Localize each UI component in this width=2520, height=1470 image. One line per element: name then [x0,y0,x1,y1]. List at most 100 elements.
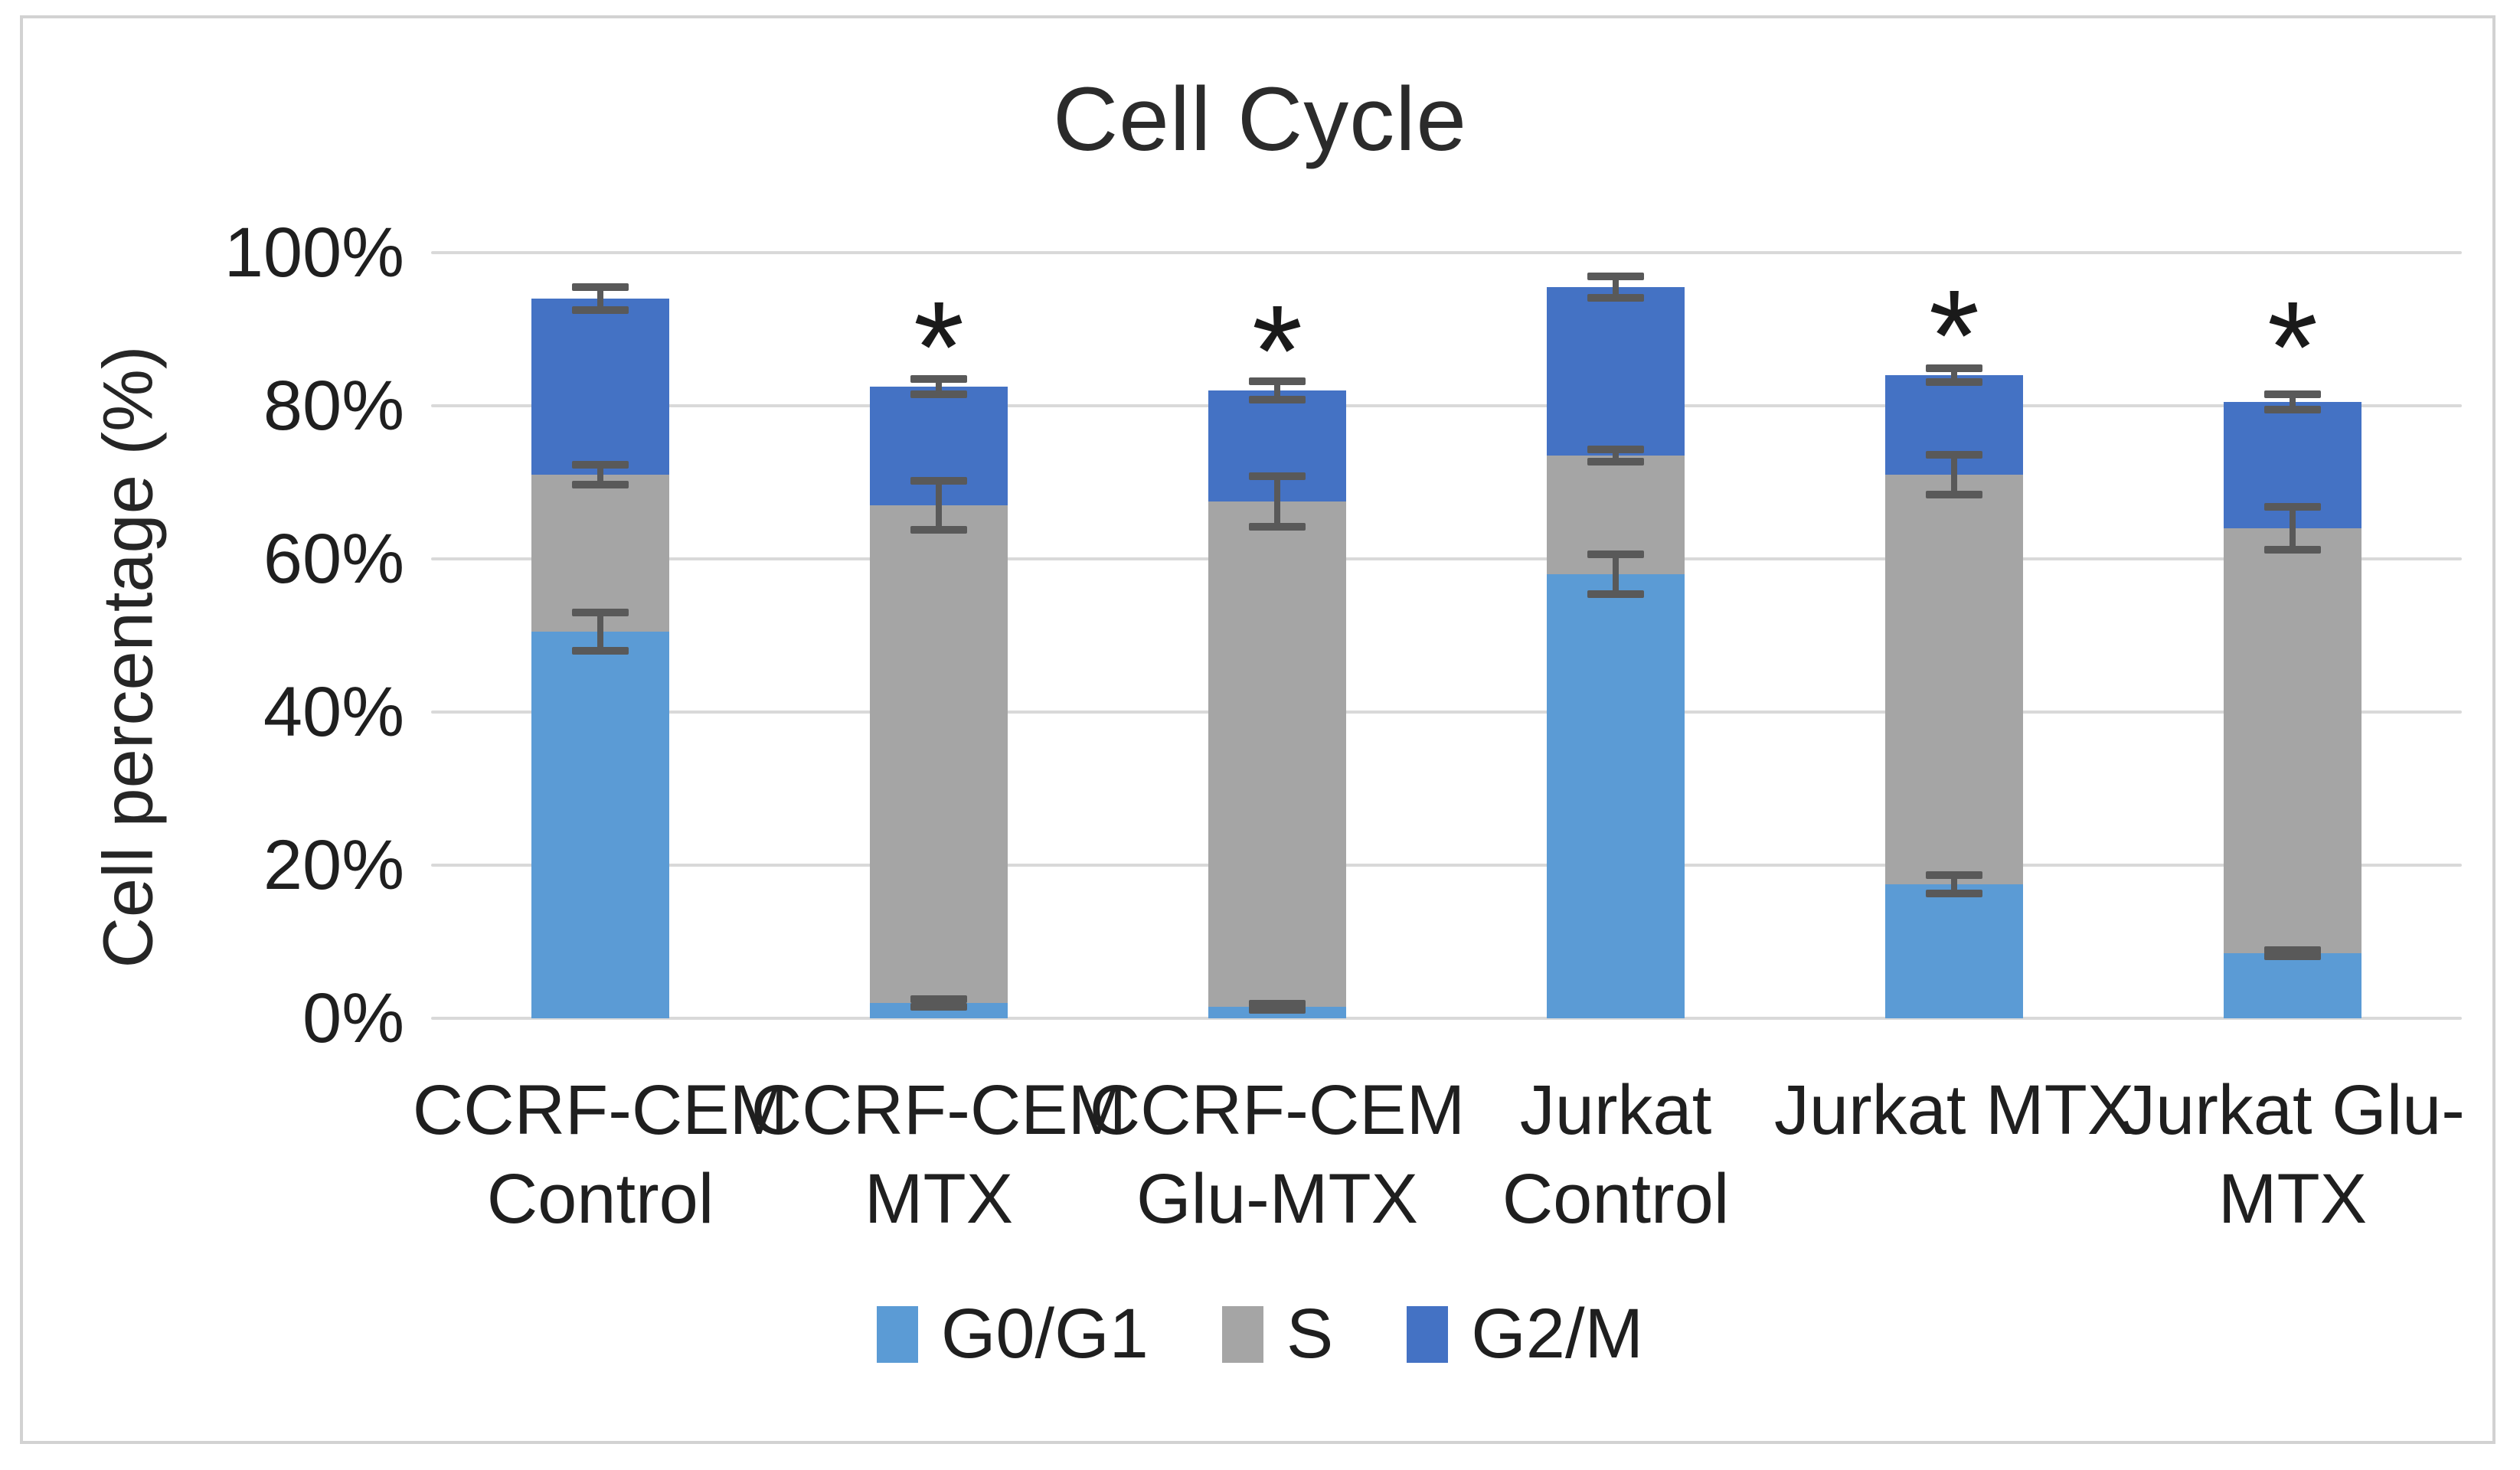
error-bar-cap-6-S-low [2264,546,2321,554]
legend: G0/G1 S G2/M [0,1294,2520,1374]
x-label-ccrf-cem-control: CCRF-CEM Control [413,1066,789,1243]
gridline-60pct [431,557,2462,560]
chart-title: Cell Cycle [1052,69,1468,170]
error-bar-1-G0G1 [597,612,603,651]
gridline-0pct [431,1017,2462,1020]
error-bar-cap-6-S-high [2264,503,2321,511]
error-bar-cap-5-G2M-low [1926,378,1982,386]
error-bar-cap-2-S-high [910,477,967,485]
x-label-ccrf-cem-glu-mtx: CCRF-CEM Glu-MTX [1090,1066,1466,1243]
bar-5-segment-S [1885,475,2023,884]
error-bar-2-S [936,481,942,530]
error-bar-5-G2M [1951,368,1957,382]
legend-label-G2M: G2/M [1471,1295,1644,1373]
y-tick-label-60pct: 60% [263,520,404,598]
bar-4-segment-G0G1 [1547,574,1685,1018]
x-label-jurkat-glu-mtx: Jurkat Glu- MTX [2120,1066,2465,1243]
x-label-line: MTX [2218,1160,2368,1238]
error-bar-cap-2-G2M-high [910,375,967,383]
bar-3-segment-S [1208,501,1346,1007]
error-bar-cap-4-G2M-low [1587,294,1644,302]
error-bar-cap-5-G0G1-low [1926,890,1982,897]
error-bar-cap-6-G2M-high [2264,390,2321,398]
error-bar-cap-2-G2M-low [910,390,967,398]
significance-asterisk-5: * [1928,263,1980,409]
error-bar-cap-2-G0G1-low [910,1003,967,1011]
error-bar-cap-3-S-low [1249,523,1306,531]
y-tick-label-20pct: 20% [263,826,404,904]
error-bar-4-S [1613,449,1619,462]
x-label-line: Jurkat [1519,1071,1712,1149]
error-bar-cap-1-G0G1-high [572,609,629,616]
bar-4-segment-G2M [1547,287,1685,456]
figure-border-frame [20,15,2495,1444]
x-label-line: MTX [864,1160,1014,1238]
error-bar-cap-4-S-low [1587,458,1644,466]
bar-5-segment-G0G1 [1885,884,2023,1018]
x-label-line: CCRF-CEM [1089,1071,1466,1149]
x-label-jurkat-control: Jurkat Control [1502,1066,1730,1243]
bar-1-segment-G0G1 [531,632,669,1018]
error-bar-cap-2-G0G1-high [910,995,967,1003]
error-bar-cap-3-G0G1-low [1249,1006,1306,1014]
error-bar-6-G2M [2290,394,2296,410]
bar-2-segment-S [870,505,1008,1003]
y-tick-label-40pct: 40% [263,673,404,751]
error-bar-5-G0G1 [1951,875,1957,893]
x-label-line: Control [1502,1160,1730,1238]
gridline-100pct [431,251,2462,254]
error-bar-cap-3-G0G1-high [1249,1000,1306,1008]
significance-asterisk-2: * [913,275,965,420]
error-bar-cap-1-S-low [572,481,629,488]
x-label-line: Glu-MTX [1136,1160,1418,1238]
bar-6-segment-G0G1 [2224,953,2361,1018]
bar-1-segment-S [531,475,669,632]
y-tick-label-80pct: 80% [263,367,404,445]
x-label-line: Jurkat Glu- [2120,1071,2465,1149]
legend-swatch-S [1221,1305,1263,1363]
legend-label-S: S [1286,1295,1334,1373]
error-bar-cap-1-G2M-high [572,283,629,291]
gridline-80pct [431,404,2462,407]
error-bar-6-S [2290,507,2296,550]
error-bar-cap-6-G0G1-high [2264,946,2321,954]
error-bar-2-G2M [936,379,942,394]
error-bar-cap-5-S-low [1926,491,1982,498]
error-bar-cap-6-G2M-low [2264,406,2321,413]
bar-6-segment-S [2224,528,2361,953]
error-bar-3-S [1274,476,1280,527]
error-bar-cap-5-G2M-high [1926,364,1982,372]
legend-item-G2M: G2/M [1407,1294,1643,1374]
error-bar-5-S [1951,455,1957,495]
gridline-20pct [431,864,2462,867]
plot-area: * * * * [431,251,2462,1020]
x-label-line: Control [486,1160,714,1238]
legend-swatch-G0G1 [876,1305,918,1363]
error-bar-cap-3-G2M-high [1249,377,1306,385]
gridline-40pct [431,710,2462,714]
error-bar-cap-3-S-high [1249,472,1306,480]
bar-1-segment-G2M [531,299,669,475]
error-bar-cap-3-G2M-low [1249,396,1306,403]
error-bar-cap-4-S-high [1587,446,1644,453]
x-label-line: Jurkat MTX [1773,1071,2135,1149]
x-label-ccrf-cem-mtx: CCRF-CEM MTX [751,1066,1127,1243]
error-bar-cap-4-G0G1-high [1587,550,1644,558]
significance-asterisk-6: * [2267,275,2319,420]
error-bar-4-G0G1 [1613,554,1619,594]
legend-label-G0G1: G0/G1 [940,1295,1149,1373]
error-bar-cap-6-G0G1-low [2264,952,2321,960]
x-label-jurkat-mtx: Jurkat MTX [1774,1066,2134,1155]
error-bar-cap-1-S-high [572,461,629,469]
error-bar-cap-5-S-high [1926,451,1982,459]
error-bar-cap-1-G2M-low [572,306,629,314]
bar-2-segment-G0G1 [870,1003,1008,1018]
error-bar-1-G2M [597,287,603,310]
x-label-line: CCRF-CEM [412,1071,789,1149]
significance-asterisk-3: * [1251,279,1303,424]
error-bar-cap-1-G0G1-low [572,647,629,655]
error-bar-3-G2M [1274,381,1280,400]
legend-swatch-G2M [1407,1305,1449,1363]
legend-item-S: S [1221,1294,1334,1374]
